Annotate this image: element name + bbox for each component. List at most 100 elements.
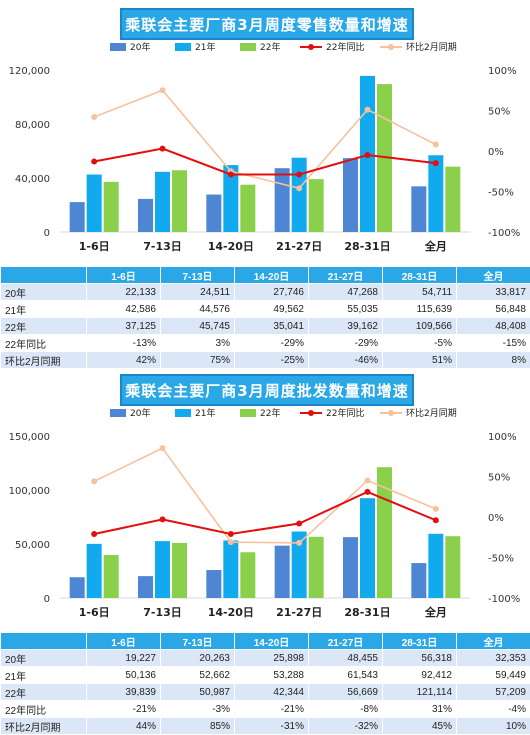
y2-tick-label: 0% [488,147,504,158]
table-cell: -29% [235,335,309,352]
table-row-label: 22年同比 [1,701,87,718]
bar-20-5 [411,563,426,598]
table-cell: 42,344 [235,684,309,701]
x-tick-label: 28-31日 [344,606,390,619]
bar-22-3 [309,179,324,232]
bar-21-5 [428,534,443,598]
legend-item-mom: 环比2月同期 [380,40,457,53]
point-yoy-4 [365,489,371,495]
table-row-label: 22年 [1,318,87,335]
table-cell: 109,566 [383,318,457,335]
table-cell: 45,745 [161,318,235,335]
bar-21-0 [87,544,102,598]
legend-swatch-20 [110,409,126,417]
table-cell: -4% [457,701,530,718]
table-cell: 39,839 [87,684,161,701]
table-cell: 24,511 [161,284,235,301]
table-row-label: 20年 [1,650,87,667]
point-yoy-4 [365,152,371,158]
table-cell: 42,586 [87,301,161,318]
table-cell: -13% [87,335,161,352]
table-header-cell: 全月 [457,267,530,284]
y-tick-label: 0 [44,228,50,239]
wholesale-section: 乘联会主要厂商3月周度批发数量和增速 20年 21年 22年 22年同比 环比2… [0,366,530,731]
bar-22-3 [309,537,324,598]
y2-tick-label: -100% [488,228,520,239]
legend-label-mom: 环比2月同期 [406,40,457,53]
bar-20-0 [70,577,85,598]
bar-20-4 [343,158,358,232]
bar-21-1 [155,172,170,232]
table-header-cell [1,267,87,284]
table-cell: 32,353 [457,650,530,667]
table-cell: 92,412 [383,667,457,684]
table-cell: 115,639 [383,301,457,318]
chart-title: 乘联会主要厂商3月周度批发数量和增速 [120,374,414,406]
legend-item-21: 21年 [175,406,215,419]
table-cell: 22,133 [87,284,161,301]
wholesale-chart: 050,000100,000150,000-100%-50%0%50%100%1… [0,422,530,630]
point-yoy-5 [433,517,439,523]
table-header-cell: 28-31日 [383,267,457,284]
table-header-cell: 1-6日 [87,267,161,284]
bar-20-1 [138,199,153,232]
table-cell: 85% [161,718,235,735]
point-yoy-3 [296,520,302,526]
point-yoy-0 [91,159,97,165]
x-tick-label: 1-6日 [79,606,110,619]
legend-item-yoy: 22年同比 [300,406,364,419]
y-tick-label: 0 [44,594,50,605]
x-tick-label: 14-20日 [208,240,254,253]
y2-tick-label: -50% [488,188,514,199]
table-row: 22年同比-13%3%-29%-29%-5%-15% [1,335,530,352]
point-yoy-1 [160,146,166,152]
chart-legend: 20年 21年 22年 22年同比 环比2月同期 [90,40,470,54]
table-cell: 31% [383,701,457,718]
point-yoy-2 [228,531,234,537]
table-cell: 52,662 [161,667,235,684]
retail-section: 乘联会主要厂商3月周度零售数量和增速 20年 21年 22年 22年同比 环比2… [0,0,530,366]
table-cell: 54,711 [383,284,457,301]
legend-item-22: 22年 [240,406,280,419]
bar-20-2 [206,570,221,598]
bar-22-1 [172,170,187,232]
table-cell: 44,576 [161,301,235,318]
y2-tick-label: 100% [488,66,517,77]
bar-20-0 [70,202,85,232]
legend-label-22: 22年 [260,40,280,53]
table-cell: 50,136 [87,667,161,684]
table-cell: 50,987 [161,684,235,701]
point-yoy-3 [296,171,302,177]
table-header-cell: 14-20日 [235,633,309,650]
legend-swatch-mom [380,43,402,51]
table-row-label: 环比2月同期 [1,718,87,735]
legend-item-21: 21年 [175,40,215,53]
legend-label-mom: 环比2月同期 [406,406,457,419]
x-tick-label: 28-31日 [344,240,390,253]
bar-20-2 [206,195,221,232]
bar-20-3 [275,546,290,598]
bar-22-0 [104,182,119,232]
table-header-cell: 21-27日 [309,633,383,650]
legend-label-20: 20年 [130,406,150,419]
legend-label-20: 20年 [130,40,150,53]
legend-swatch-yoy [300,409,322,417]
y-tick-label: 100,000 [9,486,50,497]
point-mom-3 [296,185,302,191]
bar-22-0 [104,555,119,598]
y2-tick-label: 0% [488,513,504,524]
legend-item-mom: 环比2月同期 [380,406,457,419]
table-header-cell: 28-31日 [383,633,457,650]
bar-21-4 [360,498,375,598]
table-cell: -3% [161,701,235,718]
table-cell: 57,209 [457,684,530,701]
table-cell: 49,562 [235,301,309,318]
legend-swatch-21 [175,409,191,417]
table-cell: 37,125 [87,318,161,335]
